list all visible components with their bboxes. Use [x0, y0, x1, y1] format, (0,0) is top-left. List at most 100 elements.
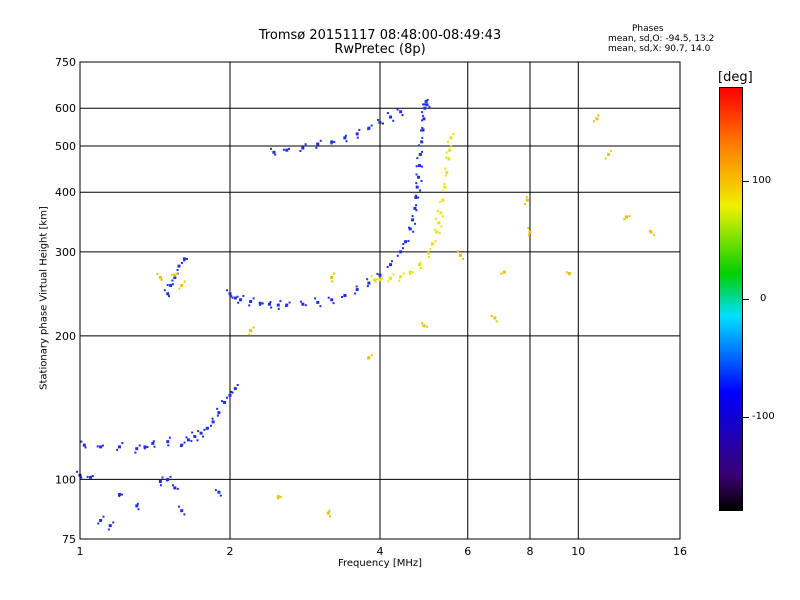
- echo-point: [344, 134, 347, 137]
- echo-point: [421, 150, 424, 153]
- echo-point: [330, 142, 333, 145]
- echo-point: [166, 479, 169, 482]
- colorbar-tick: [743, 181, 749, 183]
- echo-point: [304, 143, 307, 146]
- echo-point: [376, 272, 379, 275]
- echo-point: [230, 295, 233, 298]
- echo-point: [344, 294, 347, 297]
- echo-point: [447, 140, 450, 143]
- echo-point: [316, 142, 320, 146]
- echo-point: [285, 148, 289, 152]
- echo-point: [112, 521, 115, 524]
- echo-point: [217, 490, 221, 494]
- echo-point: [417, 196, 420, 199]
- echo-point: [185, 436, 188, 439]
- echo-point: [439, 200, 442, 203]
- echo-point: [173, 276, 177, 280]
- echo-point: [414, 222, 417, 225]
- echo-point: [108, 524, 112, 528]
- echo-point: [396, 254, 399, 257]
- echo-point: [203, 428, 206, 431]
- echo-point: [80, 476, 83, 479]
- echo-point: [301, 302, 305, 306]
- echo-point: [193, 435, 197, 439]
- echo-point: [160, 278, 163, 281]
- echo-point: [89, 475, 93, 479]
- echo-point: [462, 258, 465, 261]
- echo-point: [407, 239, 410, 242]
- echo-point: [116, 448, 119, 451]
- echo-point: [421, 126, 424, 129]
- echo-point: [527, 234, 530, 237]
- echo-point: [267, 302, 271, 306]
- echo-point: [495, 320, 498, 323]
- echo-point: [158, 276, 162, 280]
- echo-point: [156, 273, 159, 276]
- echo-point: [288, 301, 291, 304]
- x-tick-label: 16: [673, 545, 687, 558]
- echo-point: [214, 489, 217, 492]
- echo-point: [628, 215, 631, 218]
- echo-point: [411, 215, 414, 218]
- echo-point: [417, 263, 421, 267]
- echo-point: [169, 283, 173, 287]
- echo-point: [421, 119, 424, 122]
- echo-point: [282, 148, 285, 151]
- echo-point: [117, 445, 121, 449]
- echo-point: [146, 446, 149, 449]
- echo-point: [331, 280, 334, 283]
- echo-point: [276, 303, 280, 307]
- echo-point: [425, 103, 429, 107]
- echo-point: [422, 117, 426, 121]
- echo-point: [134, 451, 137, 454]
- echo-point: [441, 190, 444, 193]
- echo-point: [216, 407, 219, 410]
- echo-point: [444, 167, 447, 170]
- chart-subtitle: RwPretec (8p): [334, 42, 426, 57]
- echo-point: [137, 508, 140, 511]
- echo-point: [373, 278, 377, 282]
- echo-point: [196, 439, 199, 442]
- echo-point: [211, 420, 215, 424]
- echo-point: [456, 250, 459, 253]
- echo-point: [370, 354, 373, 357]
- echo-point: [422, 324, 426, 328]
- echo-point: [399, 275, 403, 279]
- colorbar-tick: [743, 416, 749, 418]
- echo-point: [277, 307, 280, 310]
- echo-point: [102, 515, 105, 518]
- echo-point: [332, 302, 335, 305]
- echo-point: [101, 444, 104, 447]
- echo-point: [159, 484, 162, 487]
- echo-point: [426, 98, 429, 101]
- echo-point: [421, 165, 424, 168]
- y-tick-label: 100: [55, 473, 76, 486]
- echo-point: [316, 300, 320, 304]
- echo-point: [408, 226, 411, 229]
- echo-point: [441, 215, 444, 218]
- echo-point: [211, 417, 214, 420]
- echo-point: [169, 475, 172, 478]
- echo-point: [176, 269, 179, 272]
- echo-point: [355, 132, 359, 136]
- echo-point: [252, 297, 255, 300]
- echo-point: [401, 114, 404, 117]
- echo-point: [433, 228, 436, 231]
- echo-point: [228, 393, 232, 397]
- echo-point: [503, 271, 506, 274]
- echo-point: [117, 492, 121, 496]
- echo-point: [402, 243, 405, 246]
- echo-point: [86, 475, 89, 478]
- echo-point: [390, 260, 393, 263]
- echo-point: [226, 289, 229, 292]
- echo-point: [592, 120, 595, 123]
- echo-point: [183, 259, 186, 262]
- echo-point: [421, 136, 424, 139]
- echo-point: [425, 325, 428, 328]
- echo-point: [91, 475, 94, 478]
- echo-point: [168, 436, 171, 439]
- echo-point: [430, 243, 433, 246]
- echo-point: [413, 206, 417, 210]
- echo-point: [182, 257, 186, 261]
- echo-point: [442, 199, 445, 202]
